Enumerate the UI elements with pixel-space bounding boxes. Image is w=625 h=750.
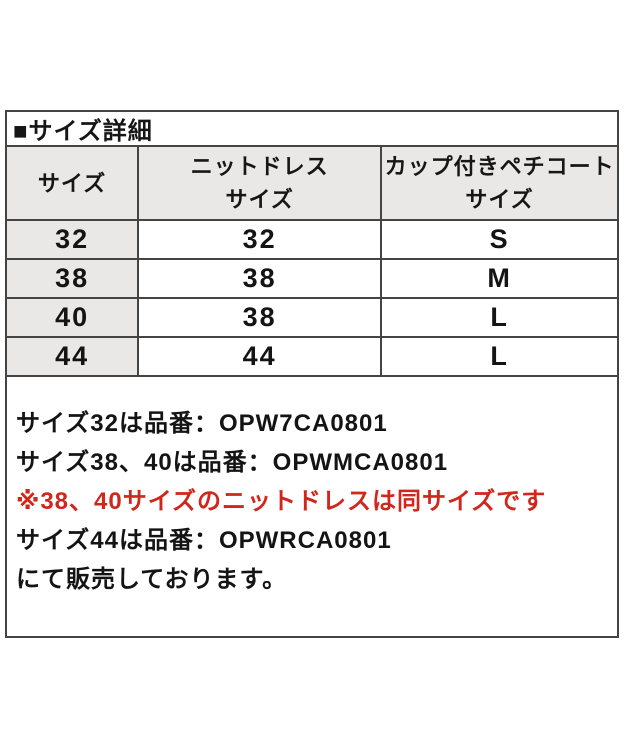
column-header-petticoat-size: カップ付きペチコート サイズ (380, 145, 619, 221)
size-cell: 40 (4, 297, 140, 338)
table-header-row: サイズ ニットドレス サイズ カップ付きペチコート サイズ (4, 145, 619, 221)
table-row: 40 38 L (4, 297, 619, 338)
section-title: ■サイズ詳細 (13, 118, 153, 145)
note-line-sold-statement: にて販売しております。 (16, 566, 288, 593)
note-line-size38-40-code: サイズ38、40は品番：OPWMCA0801 (16, 449, 449, 476)
note-line-size44-code: サイズ44は品番：OPWRCA0801 (16, 527, 392, 554)
column-header-petticoat-line2: サイズ (465, 187, 534, 212)
column-header-knit-dress-line1: ニットドレス (190, 154, 329, 179)
petticoat-size-cell: M (380, 258, 619, 299)
column-header-knit-dress-size: ニットドレス サイズ (137, 145, 383, 221)
table-row: 44 44 L (4, 336, 619, 377)
note-line-warning: ※38、40サイズのニットドレスは同サイズです (16, 488, 547, 515)
size-table: サイズ ニットドレス サイズ カップ付きペチコート サイズ 32 32 S 38 (4, 145, 619, 377)
section-title-bar: ■サイズ詳細 (5, 110, 619, 147)
table-row: 32 32 S (4, 219, 619, 260)
column-header-size: サイズ (4, 145, 140, 221)
size-cell: 44 (4, 336, 140, 377)
column-header-petticoat-line1: カップ付きペチコート (384, 154, 615, 179)
column-header-knit-dress-line2: サイズ (225, 187, 294, 212)
petticoat-size-cell: L (380, 297, 619, 338)
petticoat-size-cell: S (380, 219, 619, 260)
column-header-size-label: サイズ (37, 170, 107, 196)
knit-dress-size-cell: 38 (137, 297, 383, 338)
knit-dress-size-cell: 38 (137, 258, 383, 299)
size-detail-section: ■サイズ詳細 サイズ ニットドレス サイズ カップ付きペチコート サイズ (4, 110, 619, 638)
knit-dress-size-cell: 32 (137, 219, 383, 260)
knit-dress-size-cell: 44 (137, 336, 383, 377)
size-cell: 38 (4, 258, 140, 299)
product-number-notes: サイズ32は品番：OPW7CA0801 サイズ38、40は品番：OPWMCA08… (5, 375, 619, 638)
petticoat-size-cell: L (380, 336, 619, 377)
size-cell: 32 (4, 219, 140, 260)
note-line-size32-code: サイズ32は品番：OPW7CA0801 (16, 410, 388, 437)
table-row: 38 38 M (4, 258, 619, 299)
